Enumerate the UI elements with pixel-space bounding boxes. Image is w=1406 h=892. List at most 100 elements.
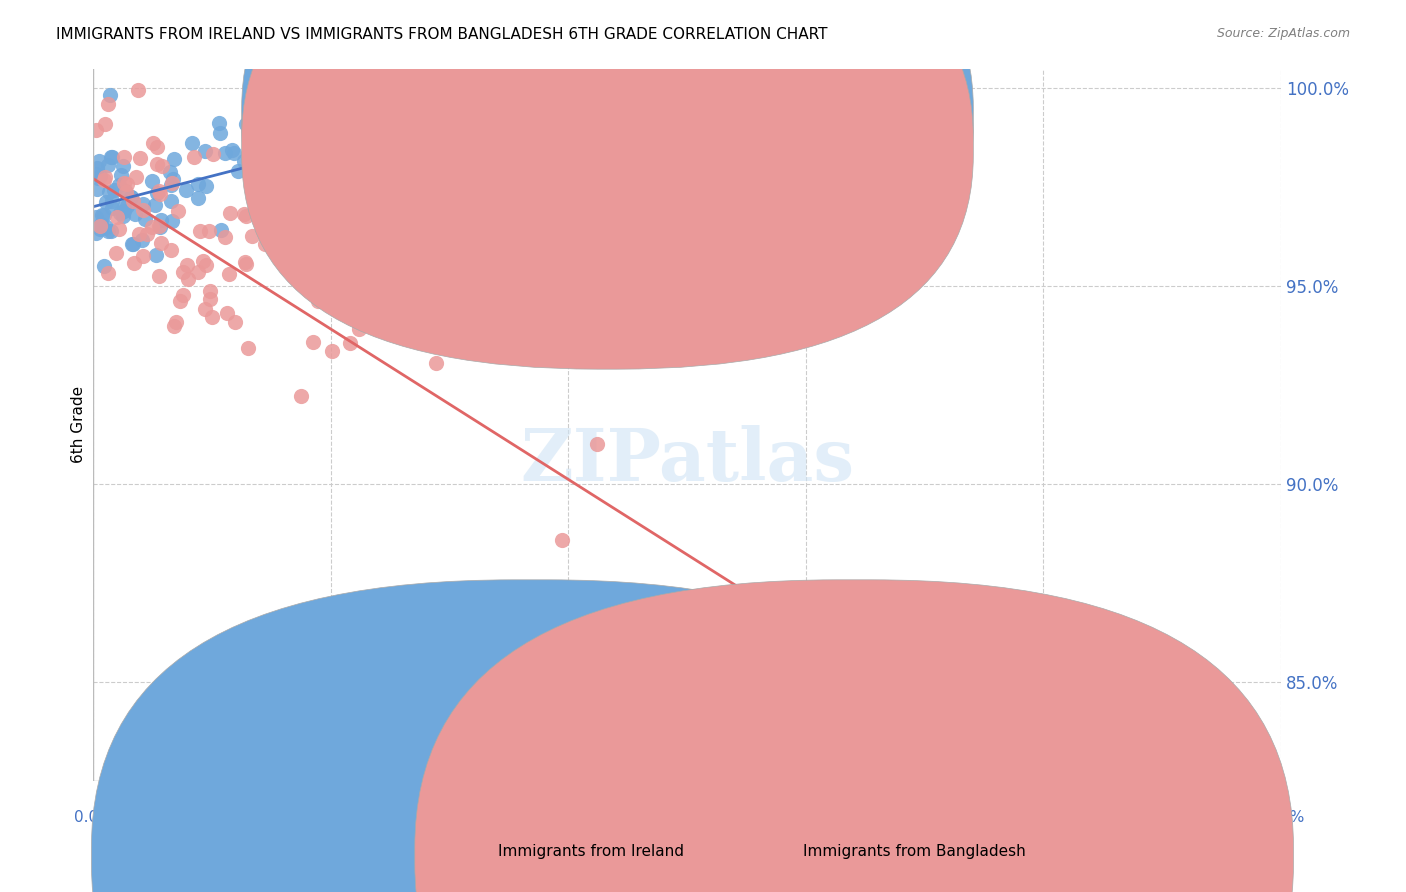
Point (347, 322, 370, 336)
Point (132, 249, 155, 263)
Point (131, 232, 153, 246)
Point (91, 208, 114, 222)
Point (98, 185, 121, 199)
Point (221, 143, 243, 157)
Point (110, 168, 132, 182)
Point (339, 336, 361, 351)
Point (287, 161, 309, 176)
Point (148, 184, 170, 198)
Point (86, 182, 108, 196)
Point (235, 257, 257, 271)
Point (274, 186, 297, 201)
Point (208, 116, 231, 130)
Point (194, 178, 217, 193)
Point (290, 389, 312, 403)
Point (143, 198, 166, 212)
Point (93, 172, 115, 186)
Point (120, 190, 142, 204)
Point (183, 150, 205, 164)
Point (148, 269, 170, 284)
Point (134, 211, 156, 226)
Point (94, 117, 117, 131)
Point (111, 209, 134, 223)
Point (128, 151, 150, 165)
Point (122, 237, 145, 252)
Point (219, 206, 242, 220)
Point (301, 334, 323, 349)
Point (174, 183, 197, 197)
Point (112, 200, 135, 214)
Point (105, 246, 128, 260)
Point (169, 293, 191, 308)
Point (124, 256, 146, 270)
Point (135, 227, 157, 241)
Point (84, 167, 107, 181)
Point (121, 237, 143, 252)
Point (89, 222, 111, 236)
Point (322, 178, 344, 193)
Point (224, 145, 246, 160)
Point (124, 207, 146, 221)
Point (89, 169, 111, 184)
Point (200, 310, 222, 325)
Point (87, 153, 110, 168)
Point (128, 227, 150, 241)
Point (101, 150, 124, 164)
Point (233, 207, 256, 221)
Point (98, 87, 121, 102)
Point (163, 152, 186, 166)
Point (90, 218, 112, 232)
Point (177, 272, 200, 286)
Point (87, 170, 110, 185)
Point (93, 260, 115, 274)
Point (252, 140, 274, 154)
Text: R = -0.498   N = 76: R = -0.498 N = 76 (621, 144, 799, 161)
Point (149, 187, 172, 202)
Point (167, 203, 190, 218)
Point (149, 219, 172, 234)
Point (336, 136, 359, 151)
Point (84, 226, 107, 240)
FancyBboxPatch shape (242, 0, 973, 369)
Point (150, 159, 173, 173)
Point (200, 284, 222, 298)
Point (146, 186, 169, 200)
FancyBboxPatch shape (242, 0, 973, 339)
Point (97, 223, 120, 237)
Point (100, 224, 122, 238)
Point (214, 145, 236, 160)
Text: Immigrants from Bangladesh: Immigrants from Bangladesh (803, 845, 1025, 859)
Point (180, 136, 202, 150)
Point (160, 194, 183, 208)
Point (160, 178, 183, 192)
Point (89, 219, 111, 233)
Point (254, 151, 277, 165)
Point (198, 224, 221, 238)
Point (187, 191, 209, 205)
Point (162, 172, 184, 186)
Point (149, 236, 172, 251)
Point (159, 165, 181, 179)
Point (194, 258, 217, 272)
Point (115, 185, 138, 199)
Point (105, 210, 128, 224)
Text: R =   0.391   N = 81: R = 0.391 N = 81 (621, 115, 803, 133)
Point (101, 201, 124, 215)
Point (120, 189, 142, 203)
Point (214, 229, 236, 244)
Point (215, 305, 238, 319)
Text: IMMIGRANTS FROM IRELAND VS IMMIGRANTS FROM BANGLADESH 6TH GRADE CORRELATION CHAR: IMMIGRANTS FROM IRELAND VS IMMIGRANTS FR… (56, 27, 828, 42)
Point (208, 126, 231, 140)
Point (141, 174, 163, 188)
Point (381, 132, 404, 146)
Point (194, 302, 217, 317)
Point (101, 194, 124, 208)
Text: ZIPatlas: ZIPatlas (520, 425, 853, 496)
Point (93, 170, 115, 185)
Point (132, 203, 155, 218)
Point (146, 140, 169, 154)
Point (149, 213, 172, 227)
Point (112, 204, 135, 219)
Point (187, 265, 209, 279)
Point (117, 177, 139, 191)
